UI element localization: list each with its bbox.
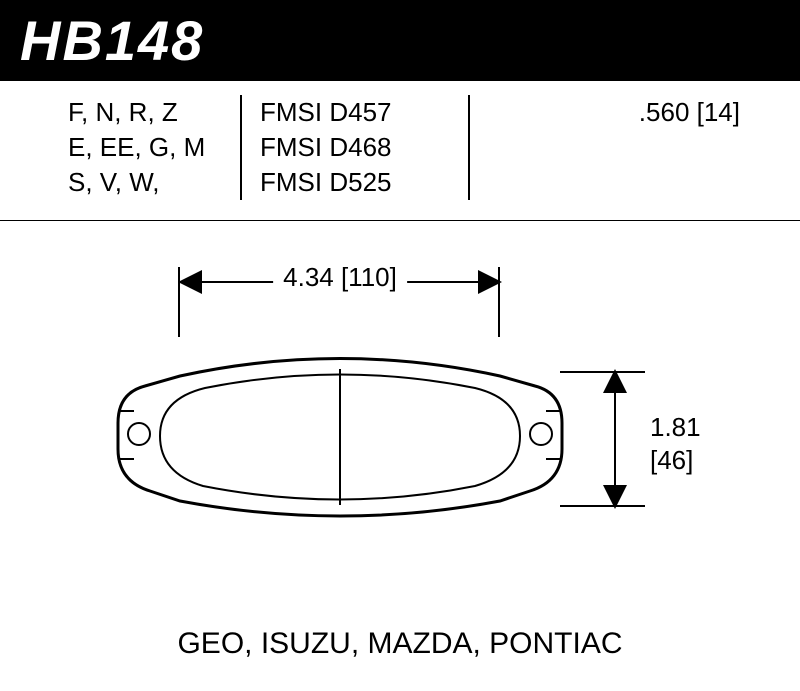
arrowhead-down-icon [603, 485, 627, 509]
height-label: 1.81 [46] [650, 411, 701, 476]
arrowhead-left-icon [178, 270, 202, 294]
vehicle-makes: GEO, ISUZU, MAZDA, PONTIAC [0, 627, 800, 661]
spec-row: F, N, R, Z E, EE, G, M S, V, W, FMSI D45… [0, 81, 800, 221]
fmsi-line-2: FMSI D468 [260, 130, 450, 165]
compound-codes: F, N, R, Z E, EE, G, M S, V, W, [50, 95, 240, 200]
part-number: HB148 [20, 8, 780, 73]
compounds-line-2: E, EE, G, M [68, 130, 222, 165]
arrowhead-right-icon [478, 270, 502, 294]
width-label: 4.34 [110] [273, 262, 407, 293]
fmsi-line-1: FMSI D457 [260, 95, 450, 130]
width-dimension: 4.34 [110] [180, 267, 500, 297]
height-dimension [600, 371, 630, 507]
compounds-line-3: S, V, W, [68, 165, 222, 200]
height-value-mm: [46] [650, 444, 701, 477]
brake-pad-outline [90, 351, 590, 531]
arrowhead-up-icon [603, 369, 627, 393]
fmsi-codes: FMSI D457 FMSI D468 FMSI D525 [240, 95, 470, 200]
thickness-spec: .560 [14] [470, 95, 780, 200]
diagram-area: 4.34 [110] 1.81 [46] [0, 221, 800, 641]
thickness-value: .560 [14] [488, 95, 740, 130]
fmsi-line-3: FMSI D525 [260, 165, 450, 200]
height-value-in: 1.81 [650, 411, 701, 444]
header-bar: HB148 [0, 0, 800, 81]
compounds-line-1: F, N, R, Z [68, 95, 222, 130]
